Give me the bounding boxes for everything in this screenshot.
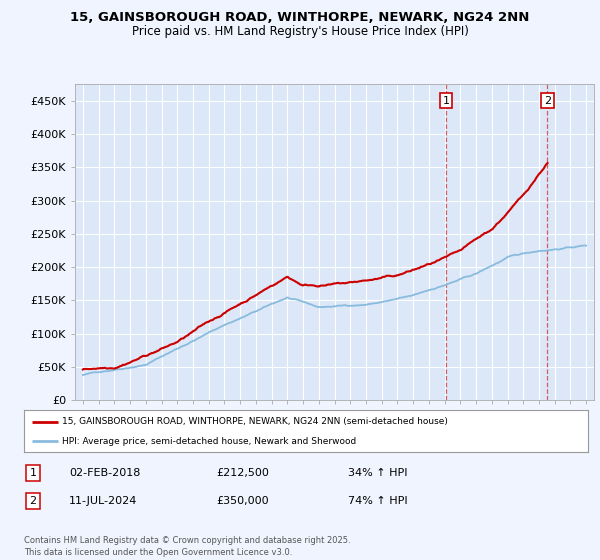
Text: HPI: Average price, semi-detached house, Newark and Sherwood: HPI: Average price, semi-detached house,… [62,437,356,446]
Text: 2: 2 [29,496,37,506]
Text: Contains HM Land Registry data © Crown copyright and database right 2025.
This d: Contains HM Land Registry data © Crown c… [24,536,350,557]
Text: £212,500: £212,500 [216,468,269,478]
Text: 15, GAINSBOROUGH ROAD, WINTHORPE, NEWARK, NG24 2NN: 15, GAINSBOROUGH ROAD, WINTHORPE, NEWARK… [70,11,530,24]
Text: 34% ↑ HPI: 34% ↑ HPI [348,468,407,478]
Text: 74% ↑ HPI: 74% ↑ HPI [348,496,407,506]
Text: 02-FEB-2018: 02-FEB-2018 [69,468,140,478]
Text: 1: 1 [29,468,37,478]
Text: £350,000: £350,000 [216,496,269,506]
Text: 15, GAINSBOROUGH ROAD, WINTHORPE, NEWARK, NG24 2NN (semi-detached house): 15, GAINSBOROUGH ROAD, WINTHORPE, NEWARK… [62,417,448,426]
Text: 11-JUL-2024: 11-JUL-2024 [69,496,137,506]
Text: 1: 1 [443,96,449,106]
Text: Price paid vs. HM Land Registry's House Price Index (HPI): Price paid vs. HM Land Registry's House … [131,25,469,38]
Text: 2: 2 [544,96,551,106]
